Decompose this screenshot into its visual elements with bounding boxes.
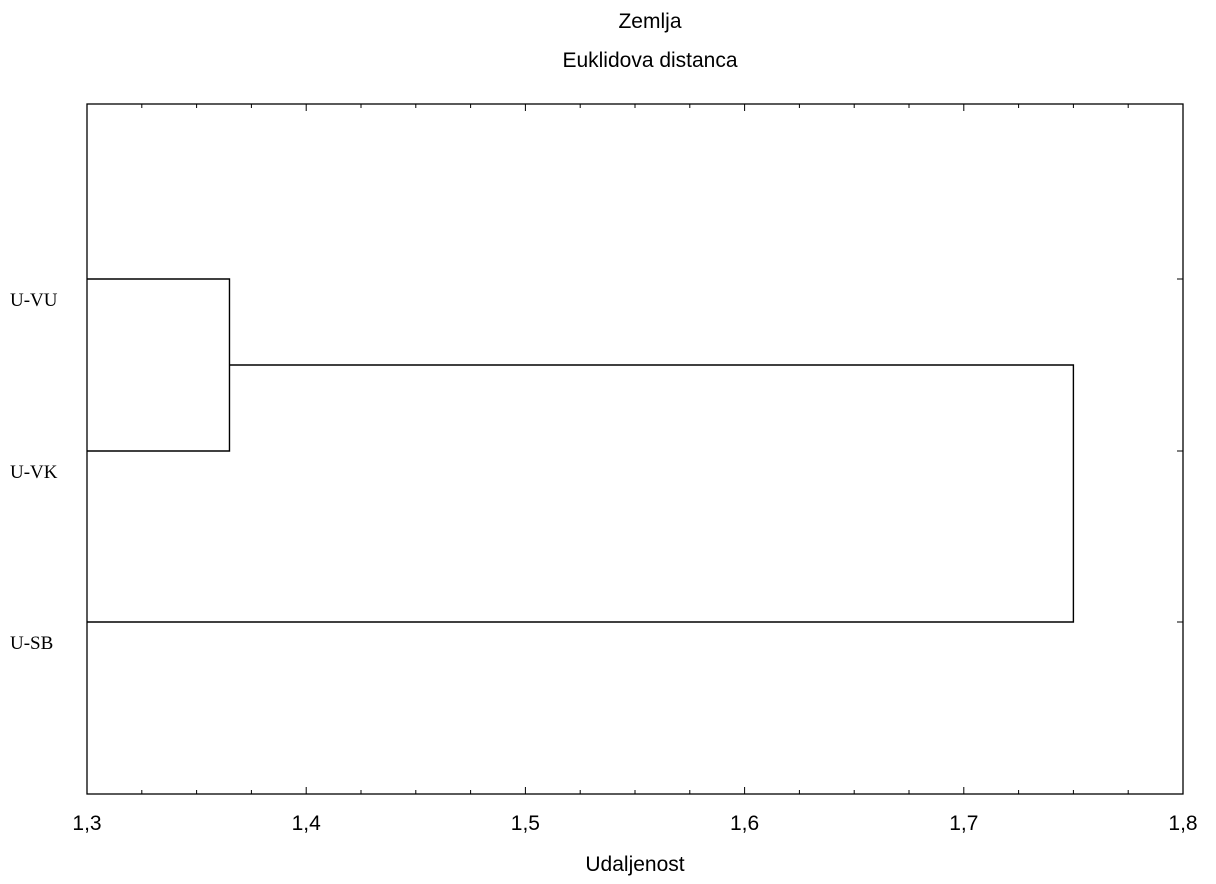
axis-ticks <box>86 104 1184 794</box>
dendrogram-link <box>87 278 231 452</box>
x-tick-label: 1,4 <box>292 812 322 835</box>
chart-title: Zemlja <box>618 10 681 33</box>
x-tick-label: 1,6 <box>730 812 759 835</box>
x-axis-label: Udaljenost <box>585 853 684 876</box>
plot-frame <box>86 103 1184 795</box>
x-tick-label: 1,7 <box>949 812 978 835</box>
dendrogram-links <box>87 278 1075 623</box>
leaf-label: U-SB <box>10 633 53 654</box>
leaf-labels: U-VU U-VK U-SB <box>10 290 58 654</box>
leaf-label: U-VU <box>10 290 58 311</box>
dendrogram-link <box>87 364 1075 623</box>
x-tick-labels: 1,3 1,4 1,5 1,6 1,7 1,8 <box>72 812 1197 835</box>
x-tick-label: 1,5 <box>511 812 540 835</box>
chart-subtitle: Euklidova distanca <box>562 49 737 72</box>
leaf-label: U-VK <box>10 462 58 483</box>
x-tick-label: 1,8 <box>1168 812 1197 835</box>
x-tick-label: 1,3 <box>72 812 101 835</box>
